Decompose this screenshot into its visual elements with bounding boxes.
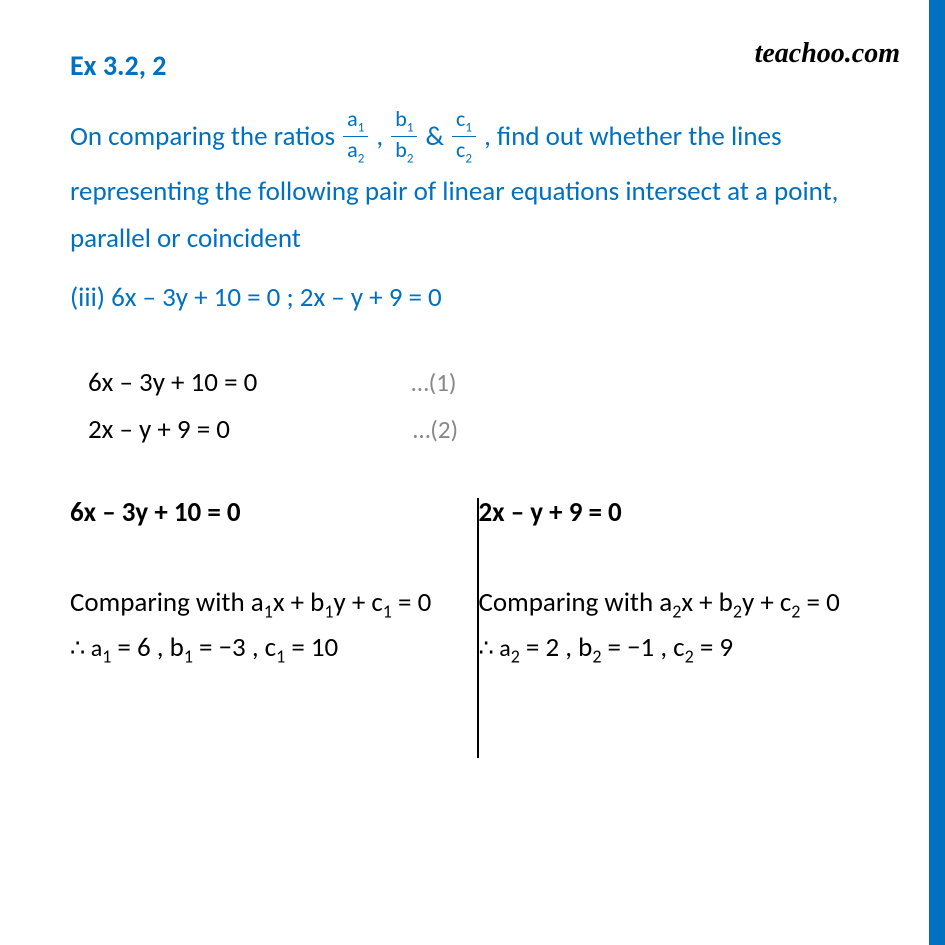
ratio-a: a1 a2 [343, 107, 368, 166]
right-compare: Comparing with a2x + b2y + c2 = 0 [479, 581, 872, 626]
ratio-b-den: b2 [391, 137, 417, 166]
equation-1: 6x – 3y + 10 = 0 …(1) [88, 366, 885, 399]
ratio-c-num: c1 [452, 107, 476, 137]
side-accent-band [929, 0, 945, 945]
left-compare: Comparing with a1x + b1y + c1 = 0 [70, 581, 463, 626]
page-content: Ex 3.2, 2 On comparing the ratios a1 a2 … [0, 0, 945, 758]
ratio-c-den: c2 [452, 137, 476, 166]
equation-2-label: …(2) [413, 414, 458, 445]
ratio-a-den: a2 [343, 137, 368, 166]
right-heading: 2x – y + 9 = 0 [479, 496, 872, 529]
ratio-sep2: & [426, 120, 451, 153]
left-column: 6x – 3y + 10 = 0 Comparing with a1x + b1… [70, 496, 477, 758]
equation-2: 2x – y + 9 = 0 …(2) [88, 413, 885, 446]
ratio-sep1: , [376, 120, 389, 153]
comparison-columns: 6x – 3y + 10 = 0 Comparing with a1x + b1… [70, 496, 885, 758]
left-values: ∴ a1 = 6 , b1 = −3 , c1 = 10 [70, 626, 463, 671]
question-pre: On comparing the ratios [70, 120, 341, 153]
right-column: 2x – y + 9 = 0 Comparing with a2x + b2y … [479, 496, 886, 758]
ratio-c: c1 c2 [452, 107, 476, 166]
question-part: (iii) 6x – 3y + 10 = 0 ; 2x – y + 9 = 0 [70, 281, 885, 314]
ratio-b: b1 b2 [391, 107, 417, 166]
ratio-b-num: b1 [391, 107, 417, 137]
equation-1-label: …(1) [411, 367, 456, 398]
question-text: On comparing the ratios a1 a2 , b1 b2 & … [70, 109, 885, 263]
brand-watermark: teachoo.com [755, 38, 900, 70]
ratio-a-num: a1 [343, 107, 368, 137]
left-heading: 6x – 3y + 10 = 0 [70, 496, 463, 529]
right-values: ∴ a2 = 2 , b2 = −1 , c2 = 9 [479, 626, 872, 671]
